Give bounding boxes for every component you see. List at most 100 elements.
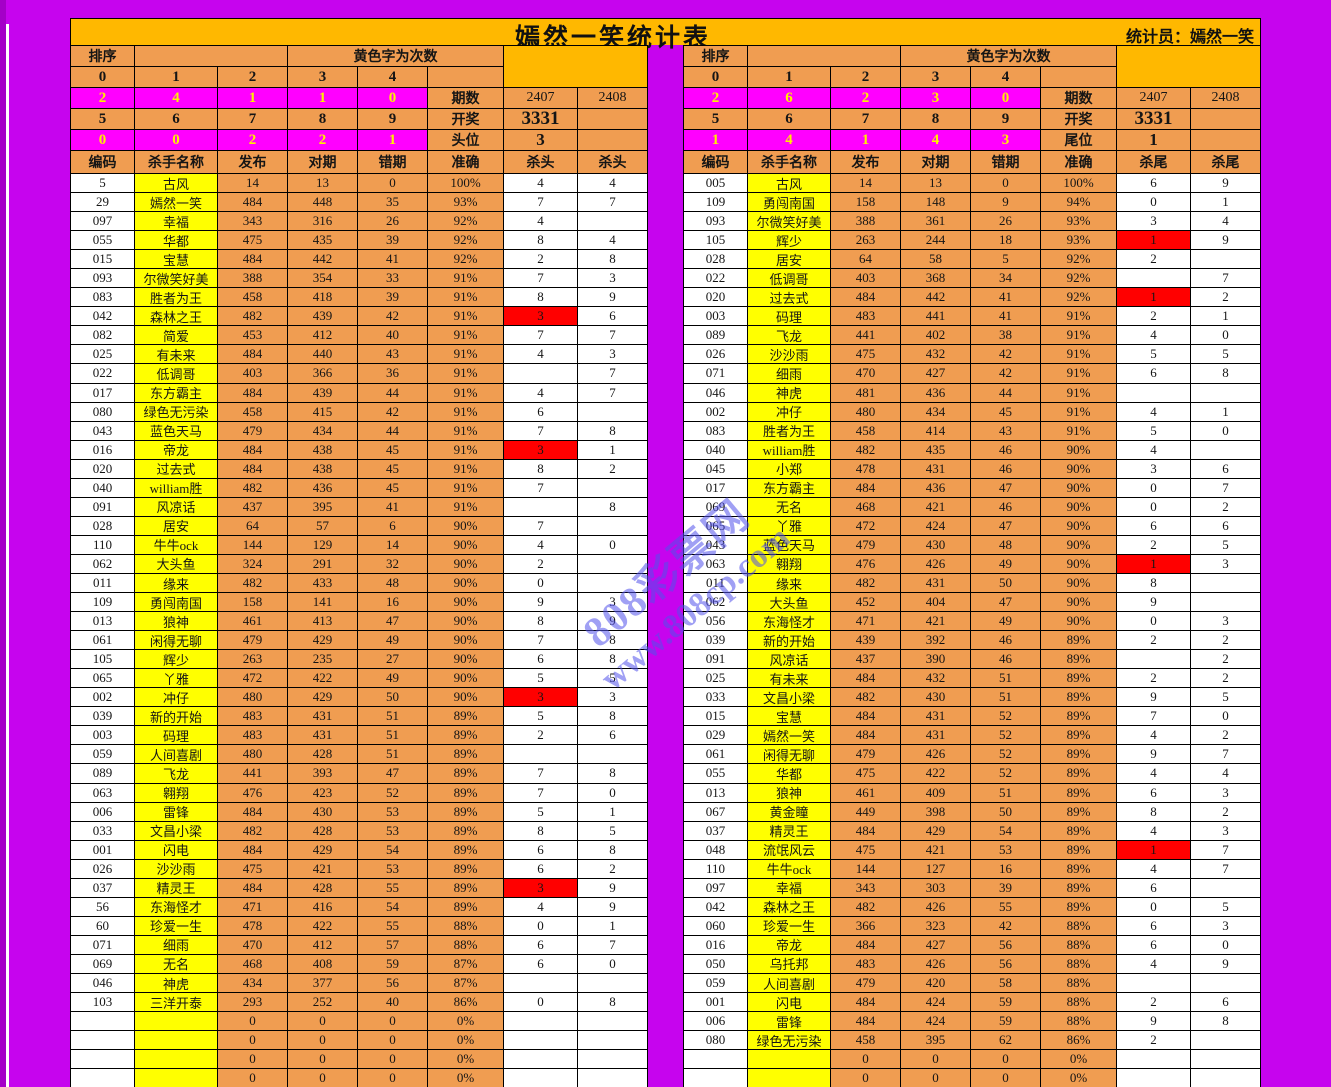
miss-cell: 39 xyxy=(358,231,428,251)
published-cell: 484 xyxy=(218,878,288,898)
hit-cell: 438 xyxy=(288,440,358,460)
accuracy-cell: 91% xyxy=(1041,364,1117,384)
killer-name-cell: 居安 xyxy=(135,516,218,536)
accuracy-cell: 90% xyxy=(428,516,504,536)
published-cell: 263 xyxy=(831,231,901,251)
code-cell: 028 xyxy=(684,250,748,270)
accuracy-cell: 88% xyxy=(428,935,504,955)
kill-digit-cell: 1 xyxy=(1191,402,1261,422)
accuracy-cell: 89% xyxy=(1041,745,1117,765)
kill-digit-cell: 1 xyxy=(1191,307,1261,327)
killer-name-cell: 闲得无聊 xyxy=(748,745,831,765)
kill-digit-cell: 9 xyxy=(578,897,648,917)
miss-cell: 0 xyxy=(358,174,428,194)
killer-name-cell: 东方霸主 xyxy=(748,478,831,498)
kill-digit-cell: 2 xyxy=(504,554,578,574)
published-cell: 476 xyxy=(831,554,901,574)
kill-digit-cell xyxy=(504,1069,578,1087)
killer-name-cell: 华都 xyxy=(135,231,218,251)
table-row: 026 沙沙雨 475 421 53 89% 6 2 xyxy=(71,859,648,879)
kill-digit-cell: 3 xyxy=(1117,212,1191,232)
published-cell: 144 xyxy=(831,859,901,879)
killer-name-cell: 辉少 xyxy=(135,650,218,670)
miss-cell: 46 xyxy=(971,459,1041,479)
killer-name-cell: 飞龙 xyxy=(135,764,218,784)
miss-cell: 41 xyxy=(358,497,428,517)
kill-digit-cell xyxy=(1117,1050,1191,1070)
miss-cell: 53 xyxy=(358,802,428,822)
accuracy-cell: 89% xyxy=(428,859,504,879)
table-row: 0 0 0 0% xyxy=(684,1050,1261,1070)
code-cell xyxy=(71,1050,135,1070)
kill-digit-cell xyxy=(1191,250,1261,270)
published-cell: 158 xyxy=(218,593,288,613)
position-value: 1 xyxy=(1117,130,1191,151)
accuracy-cell: 90% xyxy=(1041,554,1117,574)
sort-digit-cell: 7 xyxy=(218,109,288,130)
table-row: 089 飞龙 441 402 38 91% 4 0 xyxy=(684,326,1261,346)
hit-cell: 13 xyxy=(901,174,971,194)
sort-digit-cell: 1 xyxy=(135,67,218,88)
hit-cell: 442 xyxy=(288,250,358,270)
table-row: 037 精灵王 484 429 54 89% 4 3 xyxy=(684,821,1261,841)
empty-cell xyxy=(1041,67,1117,88)
kill-digit-cell: 4 xyxy=(504,897,578,917)
table-row: 001 闪电 484 424 59 88% 2 6 xyxy=(684,993,1261,1013)
kill-digit-cell: 5 xyxy=(504,669,578,689)
hit-cell: 429 xyxy=(288,688,358,708)
miss-cell: 47 xyxy=(358,612,428,632)
kill-digit-cell xyxy=(1117,973,1191,994)
period-value: 2408 xyxy=(1191,88,1261,109)
table-row: 069 无名 468 421 46 90% 0 2 xyxy=(684,497,1261,517)
miss-cell: 40 xyxy=(358,326,428,346)
count-cell: 1 xyxy=(218,88,288,109)
miss-cell: 48 xyxy=(971,535,1041,555)
kill-digit-cell xyxy=(1191,573,1261,594)
kill-digit-cell: 7 xyxy=(1191,859,1261,879)
published-cell: 64 xyxy=(831,250,901,270)
hit-cell: 141 xyxy=(288,593,358,613)
killer-name-cell: 低调哥 xyxy=(748,269,831,289)
code-cell: 065 xyxy=(71,669,135,689)
accuracy-cell: 90% xyxy=(1041,497,1117,517)
killer-name-cell: 蓝色天马 xyxy=(135,421,218,441)
kill-digit-cell: 7 xyxy=(504,193,578,213)
hit-cell: 434 xyxy=(901,402,971,422)
table-row: 061 闲得无聊 479 429 49 90% 7 8 xyxy=(71,631,648,651)
published-cell: 158 xyxy=(831,193,901,213)
hit-cell: 415 xyxy=(288,402,358,422)
period-value: 2407 xyxy=(504,88,578,109)
kill-digit-cell: 1 xyxy=(1191,193,1261,213)
killer-name-cell: 丫雅 xyxy=(135,669,218,689)
table-row: 040 william胜 482 436 45 91% 7 xyxy=(71,478,648,498)
kill-digit-cell xyxy=(1191,440,1261,460)
hit-cell: 427 xyxy=(901,364,971,384)
table-row: 006 雷锋 484 424 59 88% 9 8 xyxy=(684,1012,1261,1032)
code-cell: 055 xyxy=(684,764,748,784)
killer-name-cell: 过去式 xyxy=(135,459,218,479)
table-row: 046 神虎 434 377 56 87% xyxy=(71,973,648,994)
killer-name-cell: 黄金瞳 xyxy=(748,802,831,822)
killer-name-cell: 精灵王 xyxy=(135,878,218,898)
published-cell: 483 xyxy=(218,707,288,727)
kill-digit-cell: 8 xyxy=(578,993,648,1013)
kill-digit-cell: 2 xyxy=(1117,1031,1191,1051)
published-cell: 441 xyxy=(218,764,288,784)
published-cell: 434 xyxy=(218,973,288,994)
accuracy-cell: 91% xyxy=(428,364,504,384)
published-cell: 475 xyxy=(831,840,901,860)
kill-digit-cell xyxy=(578,573,648,594)
kill-digit-cell: 0 xyxy=(1191,707,1261,727)
hit-cell: 435 xyxy=(288,231,358,251)
accuracy-cell: 0% xyxy=(428,1012,504,1032)
published-cell: 484 xyxy=(831,726,901,746)
table-row: 110 牛牛ock 144 127 16 89% 4 7 xyxy=(684,859,1261,879)
accuracy-cell: 90% xyxy=(428,554,504,574)
kill-digit-cell: 7 xyxy=(578,383,648,403)
kill-digit-cell: 0 xyxy=(1191,935,1261,955)
accuracy-cell: 89% xyxy=(1041,707,1117,727)
kill-digit-cell xyxy=(1191,878,1261,898)
kill-digit-cell: 6 xyxy=(1191,516,1261,536)
killer-name-cell: 细雨 xyxy=(135,935,218,955)
sort-digit-cell: 6 xyxy=(135,109,218,130)
